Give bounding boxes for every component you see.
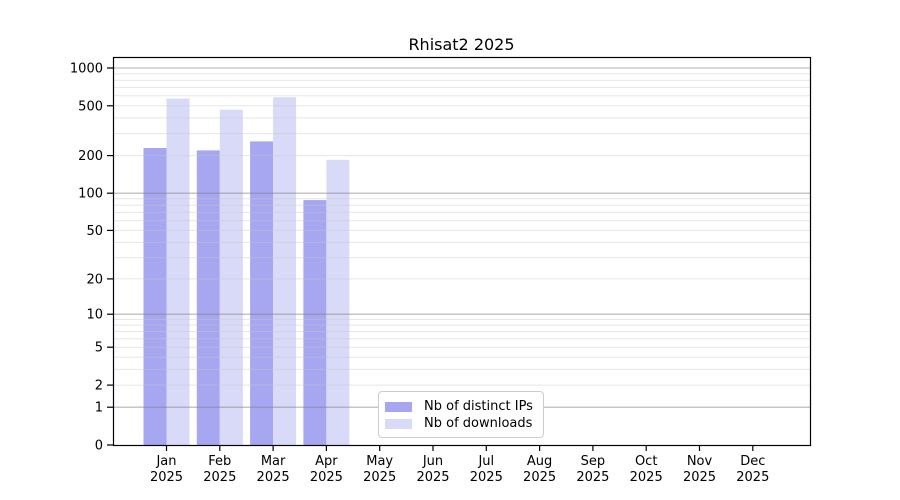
x-tick-label-year: 2025 [683,470,716,485]
y-tick-label: 100 [78,187,103,202]
x-tick-label-year: 2025 [523,470,556,485]
bar-downloads [166,98,190,445]
x-tick-label-month: Feb [208,454,231,469]
y-tick-label: 5 [95,341,103,356]
bar-downloads [326,159,350,446]
x-tick-label-month: Jun [422,454,443,469]
x-tick-label-month: Sep [581,454,606,469]
x-tick-label-year: 2025 [257,470,290,485]
bar-downloads [219,109,243,445]
bar-downloads [273,97,297,445]
bar-distinct-ips [196,150,220,445]
x-tick-label-month: May [366,454,393,469]
x-tick-label-year: 2025 [203,470,236,485]
y-tick-label: 20 [86,272,103,287]
legend-swatch-icon [385,401,412,412]
bar-distinct-ips [250,141,274,445]
x-tick-label-year: 2025 [736,470,769,485]
x-tick-label-month: Mar [261,454,286,469]
x-tick-label-month: Jul [477,454,494,469]
legend-label: Nb of distinct IPs [424,399,533,414]
bar-distinct-ips [143,148,167,445]
x-tick-label-month: Dec [740,454,765,469]
x-tick-label-month: Nov [687,454,713,469]
y-tick-label: 50 [86,224,103,239]
bar-distinct-ips [303,200,327,445]
x-tick-label-year: 2025 [576,470,609,485]
x-tick-label-year: 2025 [470,470,503,485]
x-tick-label-year: 2025 [150,470,183,485]
y-tick-label: 500 [78,99,103,114]
chart-legend: Nb of distinct IPs Nb of downloads [378,391,544,438]
x-tick-label-month: Aug [527,454,552,469]
chart-title: Rhisat2 2025 [408,35,515,54]
x-tick-label-year: 2025 [310,470,343,485]
x-tick-label-month: Oct [635,454,657,469]
y-tick-label: 200 [78,149,103,164]
x-tick-label-month: Jan [155,454,176,469]
x-tick-label-year: 2025 [363,470,396,485]
legend-item: Nb of downloads [385,415,543,432]
legend-item: Nb of distinct IPs [385,398,543,415]
y-tick-label: 2 [95,379,103,394]
x-tick-label-year: 2025 [630,470,663,485]
x-tick-label-year: 2025 [416,470,449,485]
legend-swatch-icon [385,418,412,429]
legend-label: Nb of downloads [424,416,533,431]
y-tick-label: 1000 [70,62,103,77]
x-tick-label-month: Apr [315,454,338,469]
y-tick-label: 10 [86,308,103,323]
y-tick-label: 0 [95,439,103,454]
axis-frame [112,56,812,447]
y-tick-label: 1 [95,401,103,416]
